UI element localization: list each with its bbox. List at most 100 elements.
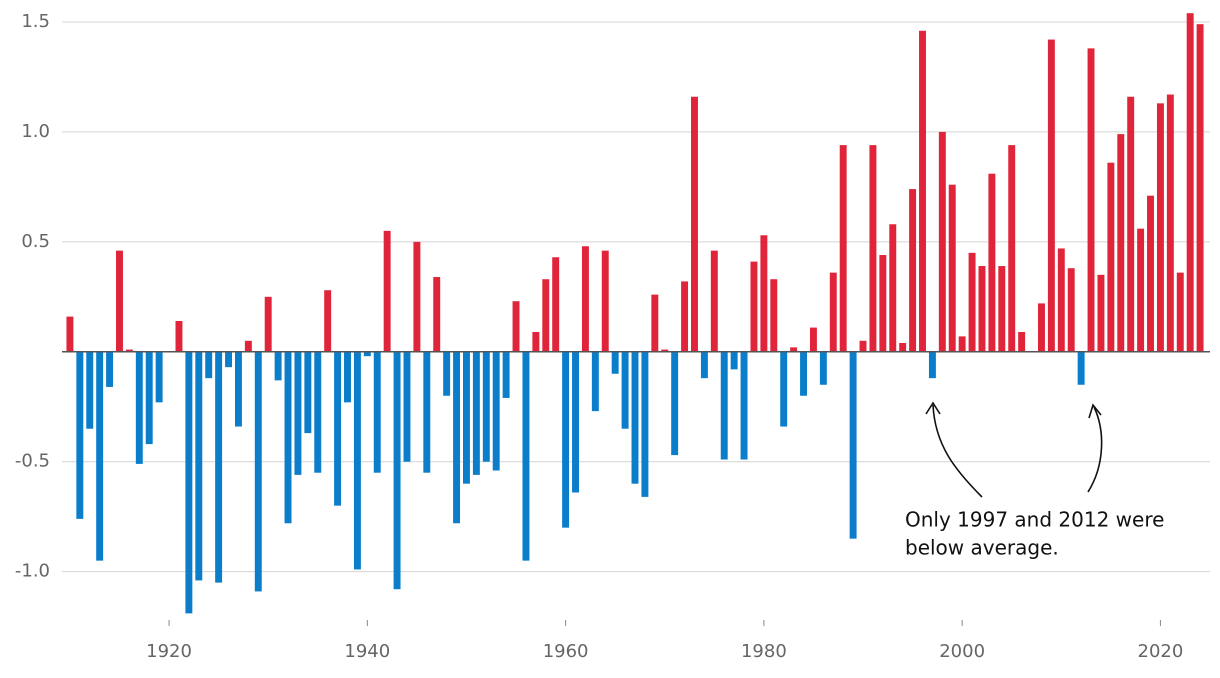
bar: [1057, 248, 1065, 352]
y-tick-label: -0.5: [15, 451, 50, 472]
bar: [1186, 13, 1194, 352]
bar: [264, 296, 272, 352]
bar: [145, 351, 153, 445]
bar: [621, 351, 629, 429]
bar: [393, 351, 401, 590]
bar: [1008, 145, 1016, 352]
bar: [1107, 162, 1115, 352]
bar: [1067, 268, 1075, 352]
bar: [274, 351, 282, 381]
bar: [1166, 94, 1174, 352]
bar: [849, 351, 857, 539]
bar: [373, 351, 381, 473]
bar: [1047, 39, 1055, 352]
bar: [869, 145, 877, 352]
bar: [254, 351, 262, 592]
bar: [482, 351, 490, 462]
bar: [1087, 48, 1095, 352]
bar: [1196, 24, 1204, 352]
bar: [502, 351, 510, 398]
bar: [344, 351, 351, 403]
bar: [819, 351, 827, 385]
bar: [363, 351, 371, 357]
y-tick-label: 1.5: [21, 11, 50, 32]
bar: [423, 351, 431, 473]
bar: [1147, 195, 1154, 352]
bar: [968, 252, 976, 352]
bar: [175, 320, 183, 352]
bar: [988, 173, 996, 352]
bar: [572, 351, 579, 493]
bar: [225, 351, 233, 368]
bar: [671, 351, 679, 456]
bar: [304, 351, 312, 434]
bar: [611, 351, 619, 374]
bar: [998, 266, 1006, 352]
bar: [770, 279, 778, 352]
bar: [106, 351, 114, 387]
bar: [383, 230, 391, 352]
bar: [334, 351, 342, 506]
arrowhead: [1088, 403, 1102, 419]
bar: [1176, 272, 1184, 352]
bar: [532, 331, 540, 352]
bar: [978, 266, 986, 352]
x-tick-label: 2020: [1138, 641, 1184, 662]
bar: [135, 351, 143, 464]
bar: [710, 250, 718, 352]
arrow: [1087, 406, 1103, 493]
bar: [1137, 228, 1145, 352]
bar: [353, 351, 361, 570]
bar: [1097, 274, 1105, 352]
x-tick-label: 1960: [543, 641, 589, 662]
bar: [1127, 96, 1135, 352]
arrowhead: [925, 401, 941, 415]
bar: [661, 349, 669, 352]
bar: [958, 336, 966, 352]
x-tick-label: 2000: [939, 641, 985, 662]
bar: [492, 351, 500, 471]
bar: [443, 351, 451, 396]
bar: [780, 351, 788, 427]
bar: [522, 351, 530, 561]
bar: [472, 351, 480, 475]
bar: [433, 277, 441, 352]
bar: [195, 351, 203, 581]
bar: [244, 340, 252, 352]
bar: [691, 96, 698, 352]
x-tick-label: 1980: [741, 641, 787, 662]
bar: [205, 351, 213, 379]
bar: [928, 351, 936, 379]
axes: 1.5 1.0 0.5 -0.5 -1.0 1920 1940 1960 1980 2000 202…: [15, 11, 1183, 662]
bar: [859, 340, 867, 352]
bar: [829, 272, 837, 352]
bar: [76, 351, 84, 519]
bar: [215, 351, 223, 583]
bar: [879, 255, 887, 352]
y-tick-label: -1.0: [15, 561, 50, 582]
bar: [800, 351, 808, 396]
bar: [899, 342, 907, 352]
bar: [700, 351, 708, 379]
bars: [66, 13, 1204, 614]
bar: [185, 351, 193, 614]
bar: [601, 250, 609, 352]
bar: [681, 281, 689, 352]
bar: [294, 351, 302, 475]
bar: [125, 349, 133, 352]
y-tick-label: 1.0: [21, 121, 50, 142]
grid: [62, 21, 1210, 573]
arrow: [932, 404, 983, 498]
bar: [581, 246, 589, 352]
bar: [740, 351, 748, 460]
bar: [1156, 103, 1164, 352]
bar: [760, 235, 768, 352]
bar: [919, 30, 926, 352]
bar: [591, 351, 599, 412]
bar: [889, 224, 897, 352]
y-tick-label: 0.5: [21, 231, 50, 252]
bar: [86, 351, 94, 429]
bar: [948, 184, 956, 352]
bar: [631, 351, 639, 484]
